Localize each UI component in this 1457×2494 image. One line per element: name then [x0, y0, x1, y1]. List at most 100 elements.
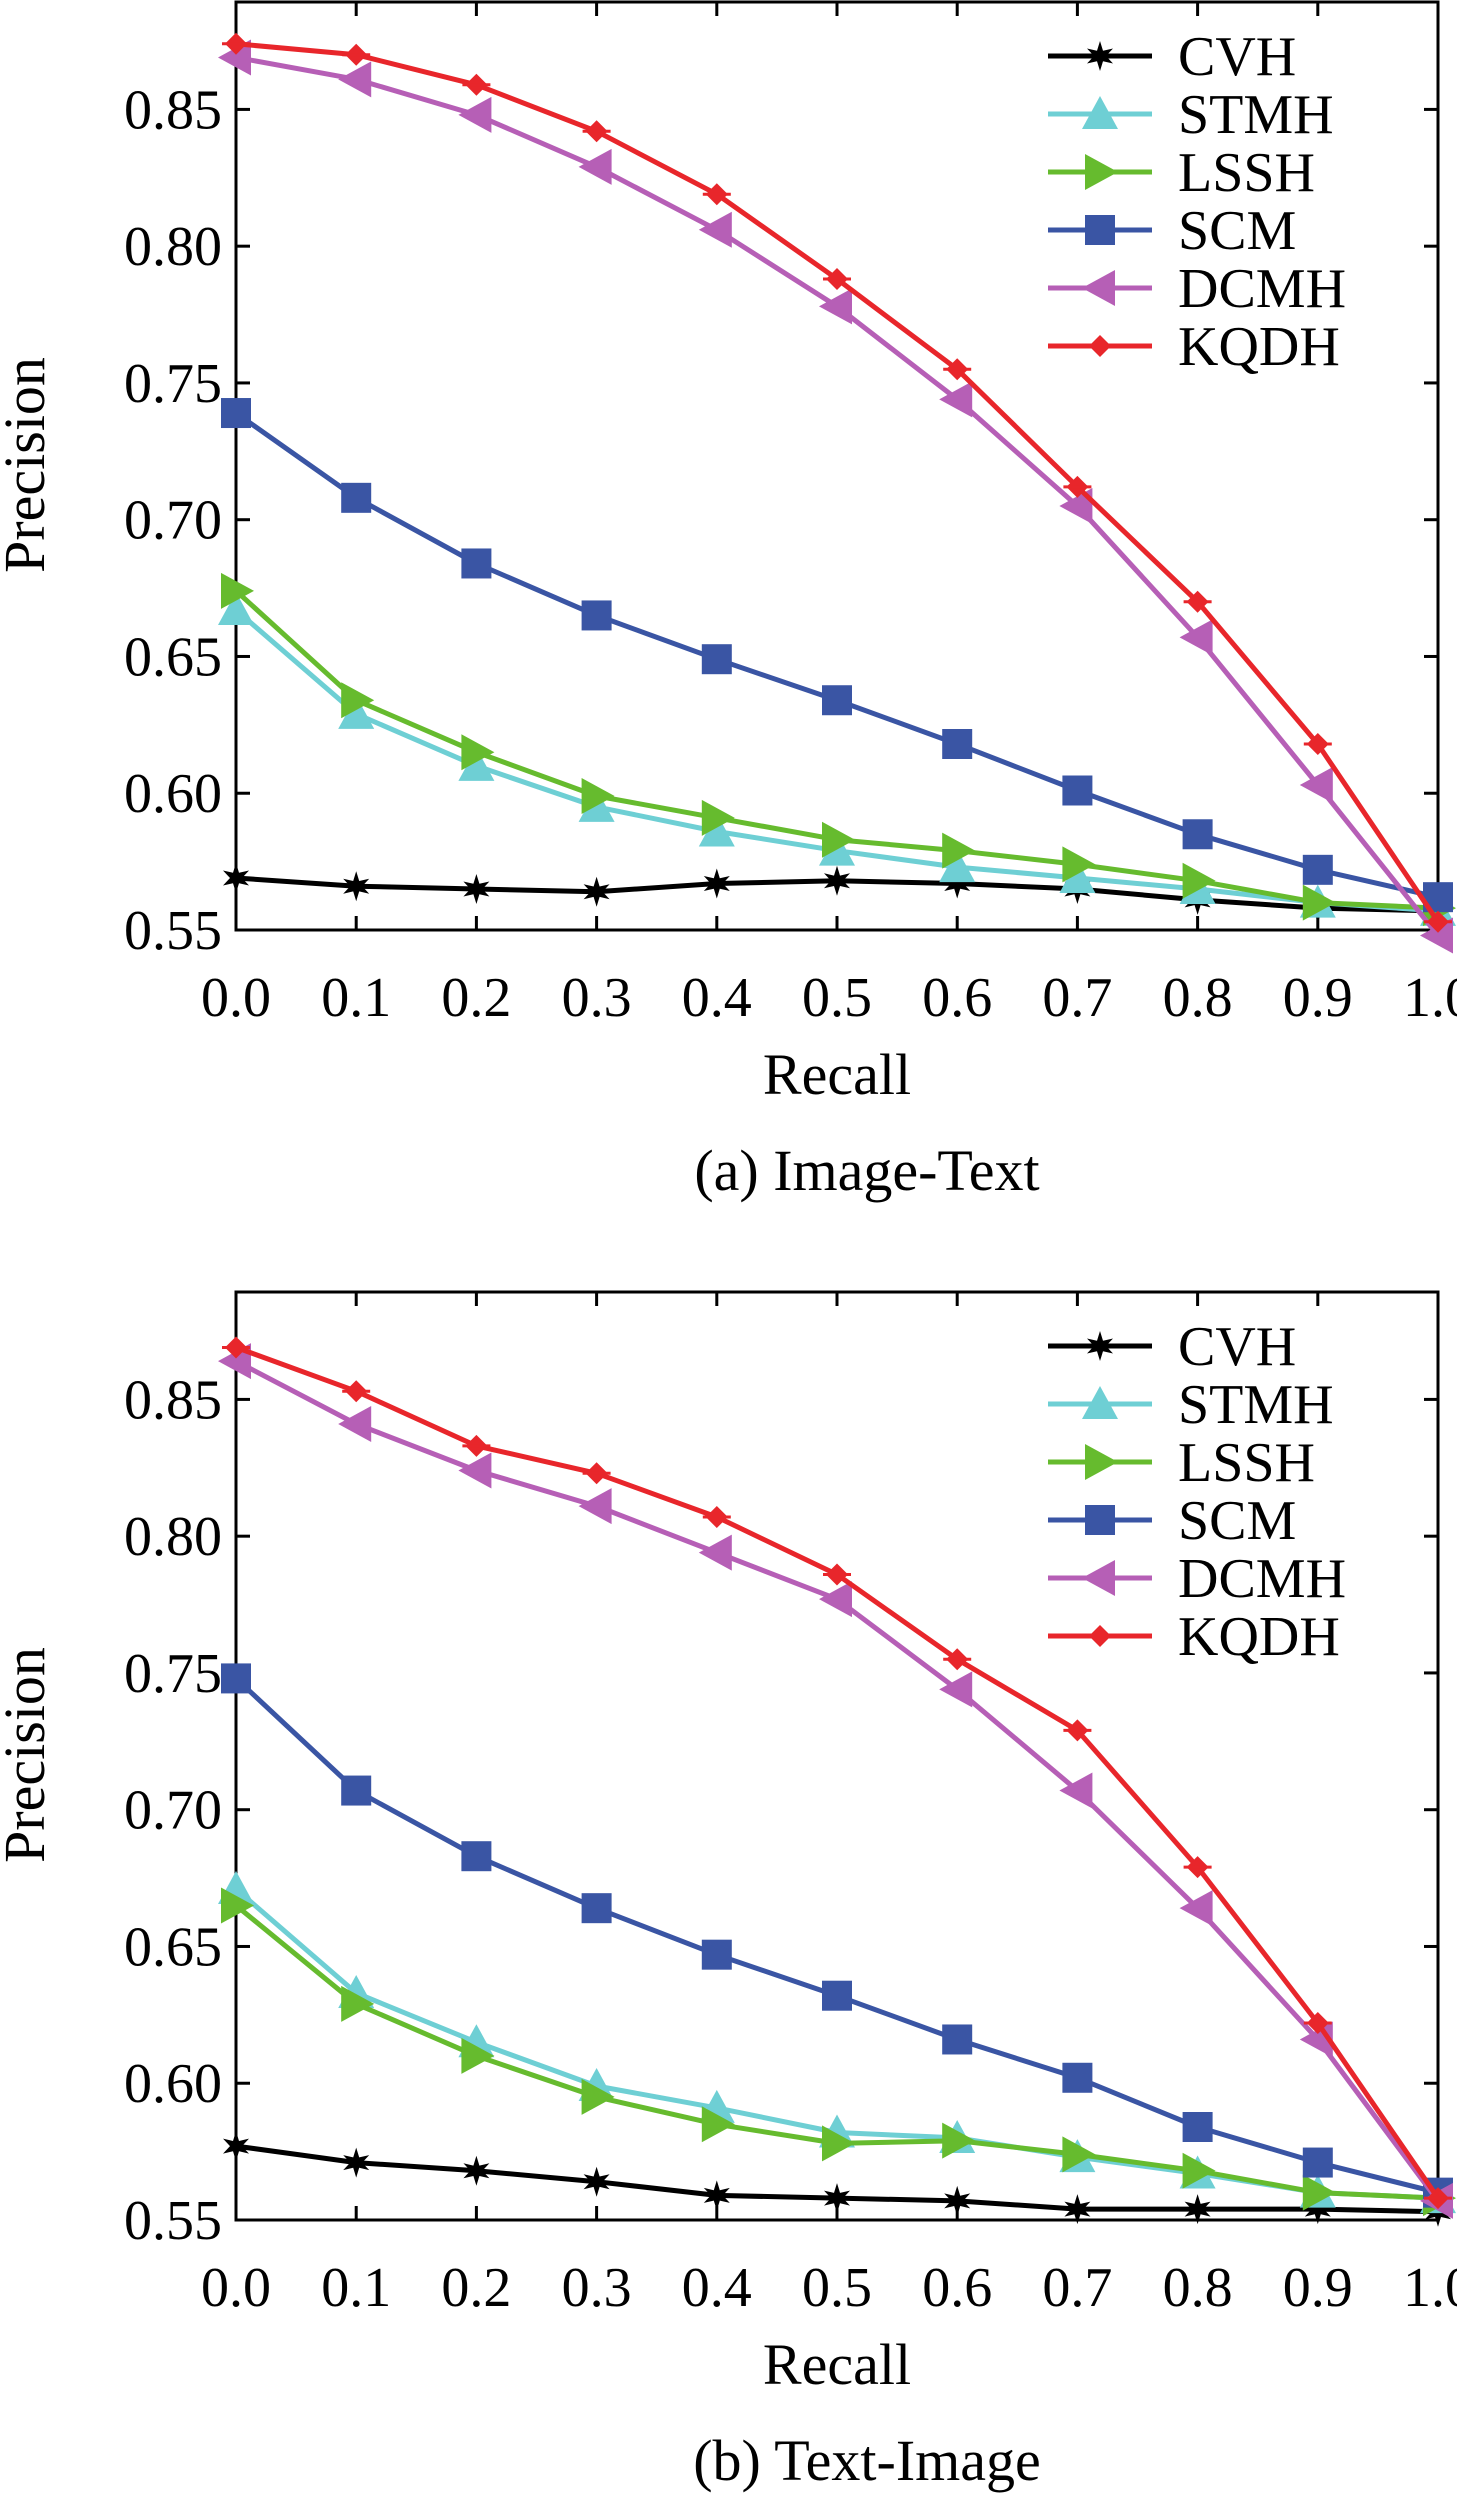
data-point-lssh	[701, 2106, 735, 2143]
data-point-stmh	[939, 849, 976, 883]
data-point-dcmh	[1059, 488, 1093, 525]
data-point-scm	[1062, 2062, 1093, 2093]
legend-swatch-marker	[1087, 41, 1113, 71]
data-point-dcmh	[698, 1534, 732, 1571]
data-point-lssh	[1302, 2174, 1336, 2211]
x-tick-label: 1.0	[1403, 2257, 1457, 2319]
x-tick-label: 0.2	[441, 967, 511, 1029]
chart-caption: (b) Text-Image	[693, 2428, 1041, 2493]
y-tick-label: 0.60	[124, 763, 222, 825]
legend-entry: CVH	[1048, 1316, 1296, 1378]
data-point-dcmh	[338, 1406, 372, 1443]
data-point-scm	[461, 548, 492, 579]
data-point-scm	[461, 1841, 492, 1872]
data-point-lssh	[461, 2037, 495, 2074]
data-point-cvh	[703, 2180, 730, 2211]
data-point-lssh	[341, 682, 375, 719]
x-tick-label: 0.8	[1163, 967, 1233, 1029]
x-axis-title: Recall	[763, 1042, 911, 1107]
y-axis-title: Precision	[0, 1647, 57, 1863]
y-tick-label: 0.70	[124, 1780, 222, 1842]
series-stmh	[218, 1871, 1456, 2214]
x-tick-label: 0.4	[682, 2257, 752, 2319]
data-point-scm	[701, 644, 732, 675]
data-point-lssh	[942, 832, 976, 869]
legend-swatch-marker	[1082, 1560, 1115, 1596]
legend-label: DCMH	[1178, 1548, 1346, 1610]
x-tick-label: 0.5	[802, 2257, 872, 2319]
legend-entry: DCMH	[1048, 1548, 1346, 1610]
data-point-stmh	[1059, 860, 1096, 894]
data-point-scm	[822, 685, 852, 716]
y-tick-label: 0.80	[124, 1506, 222, 1568]
data-point-lssh	[701, 799, 735, 836]
data-point-lssh	[1062, 846, 1096, 883]
data-point-scm	[1302, 854, 1333, 885]
data-point-lssh	[1182, 862, 1216, 899]
data-point-cvh	[223, 2131, 249, 2162]
data-point-cvh	[343, 871, 370, 902]
series-dcmh	[218, 39, 1453, 954]
y-tick-label: 0.75	[124, 1643, 222, 1705]
legend-swatch-marker	[1085, 154, 1118, 190]
y-tick-label: 0.65	[124, 626, 222, 688]
x-tick-label: 0.4	[682, 967, 752, 1029]
series-line-stmh	[234, 608, 1439, 914]
x-tick-label: 0.8	[1163, 2257, 1233, 2319]
data-point-lssh	[461, 734, 495, 771]
data-point-dcmh	[578, 148, 612, 185]
x-tick-label: 0.1	[321, 967, 391, 1029]
data-point-lssh	[1062, 2136, 1096, 2173]
chart-panel-2: 0.0 0.1 0.2 0.3 0.4 0.5 0.6 0.7 0.8 0.9 1.0 0.55 0.6…	[0, 1290, 1457, 2493]
x-tick-label: 0.6	[922, 967, 992, 1029]
legend-label: STMH	[1178, 84, 1334, 146]
legend-swatch-marker	[1082, 96, 1118, 129]
data-point-lssh	[822, 821, 855, 858]
legend-label: LSSH	[1178, 1432, 1315, 1494]
y-tick-label: 0.60	[124, 2053, 222, 2115]
data-point-cvh	[1304, 2194, 1331, 2225]
x-tick-label: 0.3	[562, 2257, 632, 2319]
legend-swatch-marker	[1085, 215, 1115, 245]
y-tick-label: 0.80	[124, 216, 222, 278]
series-line-lssh	[234, 1903, 1439, 2201]
legend-entry: STMH	[1048, 1374, 1334, 1436]
data-point-lssh	[1302, 884, 1336, 921]
data-point-dcmh	[458, 96, 492, 133]
legend-label: DCMH	[1178, 258, 1346, 320]
series-kqdh	[222, 1336, 1452, 2210]
x-tick-label: 0.5	[802, 967, 872, 1029]
data-point-scm	[1302, 2147, 1333, 2178]
x-tick-label: 0.7	[1042, 2257, 1112, 2319]
x-tick-label: 0.3	[562, 967, 632, 1029]
data-point-scm	[221, 1663, 251, 1694]
data-point-cvh	[1064, 2194, 1091, 2225]
data-point-stmh	[218, 591, 254, 625]
data-point-cvh	[944, 2185, 971, 2216]
data-point-dcmh	[458, 1452, 492, 1489]
data-point-cvh	[463, 874, 490, 904]
legend-label: STMH	[1178, 1374, 1334, 1436]
data-point-scm	[942, 2024, 973, 2055]
data-point-cvh	[583, 876, 610, 907]
data-point-scm	[1182, 819, 1213, 850]
data-point-dcmh	[939, 1671, 973, 1708]
data-point-lssh	[1182, 2152, 1216, 2189]
legend-entry: LSSH	[1048, 1432, 1315, 1494]
data-point-dcmh	[1179, 619, 1213, 656]
y-tick-label: 0.85	[124, 79, 222, 141]
x-tick-label: 0.0	[201, 967, 271, 1029]
data-point-scm	[1182, 2112, 1213, 2142]
legend-entry: SCM	[1048, 200, 1296, 262]
y-tick-label: 0.65	[124, 1916, 222, 1978]
legend-entry: SCM	[1048, 1490, 1296, 1552]
data-point-scm	[221, 398, 251, 429]
data-point-cvh	[703, 868, 730, 899]
data-point-cvh	[944, 868, 971, 899]
data-point-dcmh	[1179, 1890, 1213, 1927]
data-point-dcmh	[218, 39, 251, 76]
legend-entry: KQDH	[1048, 1606, 1340, 1668]
legend-label: CVH	[1178, 26, 1296, 88]
series-lssh	[221, 1887, 1456, 2217]
